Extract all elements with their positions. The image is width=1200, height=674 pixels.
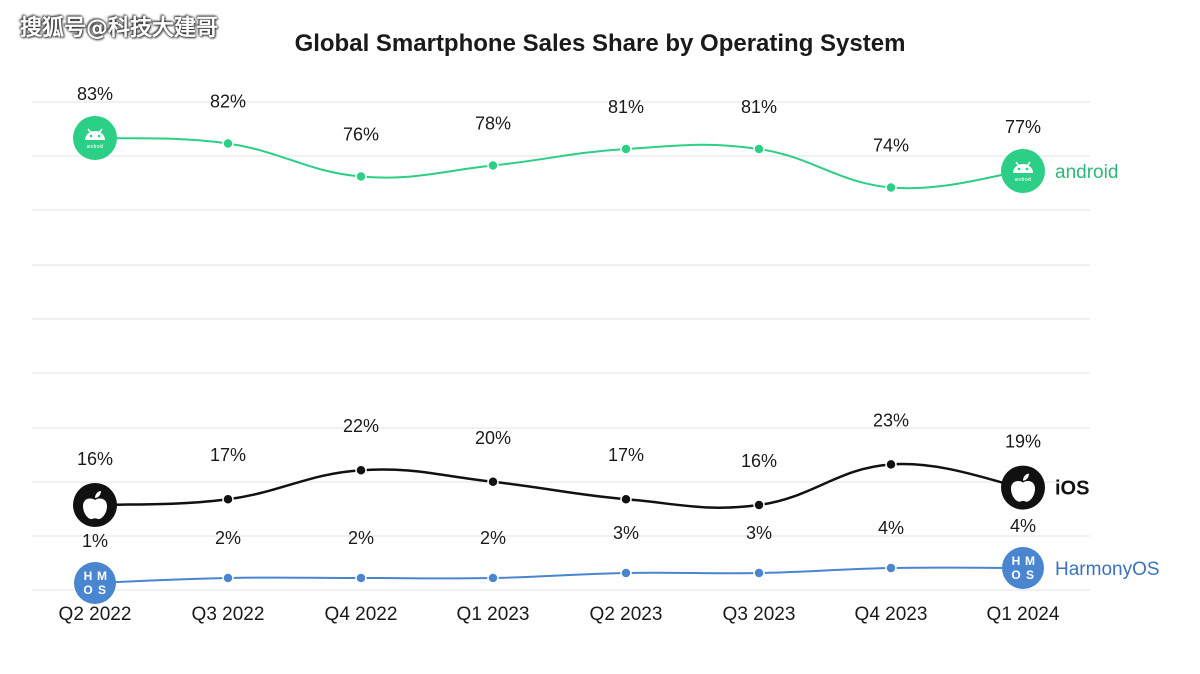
data-label-harmonyos: 2% xyxy=(480,528,506,548)
data-point-android xyxy=(885,181,897,194)
data-label-ios: 16% xyxy=(77,449,113,469)
data-label-harmonyos: 4% xyxy=(1010,516,1036,536)
android-eye xyxy=(97,134,101,138)
data-point-android xyxy=(222,137,234,150)
data-label-android: 74% xyxy=(873,136,909,156)
data-labels: 83% 82% 76% 78% 81% 81% 74% 77% android 16% 17% 22%… xyxy=(77,84,1160,580)
android-eye xyxy=(89,134,93,138)
data-label-harmonyos: 2% xyxy=(215,528,241,548)
data-label-harmonyos: 3% xyxy=(613,523,639,543)
android-logo-icon: android xyxy=(1001,149,1045,193)
data-point-ios xyxy=(355,464,367,476)
apple-leaf-shape xyxy=(95,491,101,498)
data-label-ios: 17% xyxy=(210,445,246,465)
android-eye xyxy=(1017,167,1021,171)
android-antenna xyxy=(87,128,92,134)
data-label-android: 81% xyxy=(608,97,644,117)
android-antenna xyxy=(1026,161,1031,167)
data-point-android xyxy=(355,170,367,183)
data-point-harmonyos xyxy=(355,572,367,584)
android-antenna xyxy=(98,128,103,134)
data-label-ios: 17% xyxy=(608,445,644,465)
data-point-harmonyos xyxy=(620,567,632,579)
data-label-ios: 23% xyxy=(873,410,909,430)
data-point-harmonyos xyxy=(753,567,765,579)
hmos-icon-letter: S xyxy=(98,583,106,597)
x-axis: Q2 2022 Q3 2022 Q4 2022 Q1 2023 Q2 2023 Q3 20… xyxy=(59,604,1060,625)
x-tick-label: Q3 2022 xyxy=(192,604,265,625)
data-label-harmonyos: 1% xyxy=(82,531,108,551)
series-line-ios xyxy=(94,462,1024,509)
series-lines xyxy=(94,137,1024,584)
data-label-ios: 20% xyxy=(475,428,511,448)
android-icon-text: android xyxy=(87,144,104,150)
watermark: 搜狐号@科技大建哥 xyxy=(20,16,219,41)
android-antenna xyxy=(1015,161,1020,167)
hmos-icon-letter: O xyxy=(83,583,92,597)
data-point-android xyxy=(620,143,632,155)
android-head-shape xyxy=(85,131,105,140)
android-eye xyxy=(1025,167,1029,171)
x-tick-label: Q2 2023 xyxy=(590,604,663,625)
data-point-android xyxy=(487,159,499,172)
android-icon-text: android xyxy=(1015,177,1032,183)
data-label-ios: 19% xyxy=(1005,432,1041,452)
data-label-android: 81% xyxy=(741,97,777,117)
hmos-logo-icon: H MO S xyxy=(74,562,116,604)
x-tick-label: Q3 2023 xyxy=(723,604,796,625)
series-line-harmonyos xyxy=(94,566,1024,584)
hmos-icon-letter: S xyxy=(1026,568,1034,582)
hmos-icon-letter: H xyxy=(1012,554,1021,568)
x-tick-label: Q1 2024 xyxy=(987,604,1060,625)
data-point-harmonyos xyxy=(487,572,499,584)
apple-body-shape xyxy=(1011,481,1035,502)
data-label-ios: 22% xyxy=(343,416,379,436)
legend-label-harmonyos: HarmonyOS xyxy=(1055,559,1160,580)
android-logo-icon: android xyxy=(73,116,117,160)
data-point-ios xyxy=(222,493,234,505)
apple-logo-icon xyxy=(73,483,117,527)
apple-body-shape xyxy=(83,498,107,520)
data-label-android: 77% xyxy=(1005,117,1041,137)
x-tick-label: Q4 2022 xyxy=(325,604,398,625)
data-label-harmonyos: 4% xyxy=(878,518,904,538)
chart-title: Global Smartphone Sales Share by Operati… xyxy=(294,30,906,57)
legend-label-ios: iOS xyxy=(1055,478,1089,500)
series-line-android xyxy=(94,137,1024,190)
data-label-android: 83% xyxy=(77,84,113,104)
legend-label-android: android xyxy=(1055,162,1118,183)
data-point-ios xyxy=(620,493,632,505)
hmos-icon-letter: M xyxy=(97,569,107,583)
hmos-logo-icon: H MO S xyxy=(1002,547,1044,589)
hmos-badge xyxy=(1002,547,1044,589)
data-point-harmonyos xyxy=(885,562,897,574)
data-label-android: 82% xyxy=(210,92,246,112)
data-point-android xyxy=(753,143,765,155)
data-point-ios xyxy=(753,499,765,511)
data-label-harmonyos: 2% xyxy=(348,528,374,548)
data-label-harmonyos: 3% xyxy=(746,523,772,543)
x-tick-label: Q2 2022 xyxy=(59,604,132,625)
android-head-shape xyxy=(1013,164,1033,173)
hmos-badge xyxy=(74,562,116,604)
grid-lines xyxy=(32,101,1090,591)
apple-leaf-shape xyxy=(1023,473,1029,481)
data-point-harmonyos xyxy=(222,572,234,584)
hmos-icon-letter: M xyxy=(1025,554,1035,568)
data-label-android: 78% xyxy=(475,114,511,134)
x-tick-label: Q4 2023 xyxy=(855,604,928,625)
apple-logo-icon xyxy=(1001,465,1045,510)
data-label-android: 76% xyxy=(343,125,379,145)
data-label-ios: 16% xyxy=(741,451,777,471)
data-point-ios xyxy=(885,458,897,471)
data-point-ios xyxy=(487,476,499,488)
hmos-icon-letter: O xyxy=(1011,568,1020,582)
hmos-icon-letter: H xyxy=(84,569,93,583)
x-tick-label: Q1 2023 xyxy=(457,604,530,625)
